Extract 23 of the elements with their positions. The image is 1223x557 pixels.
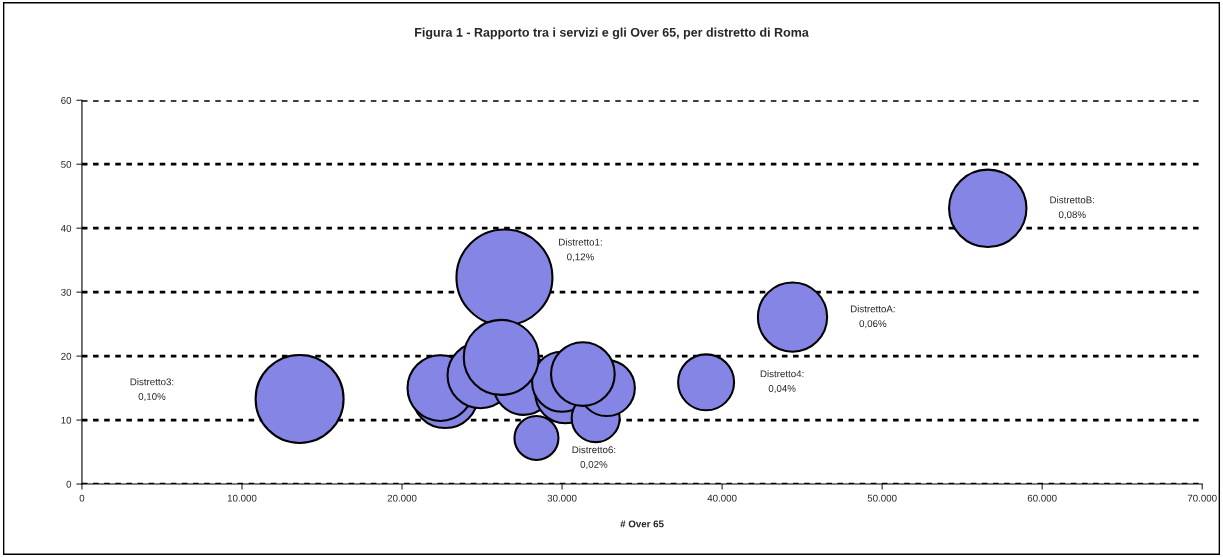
x-tick-label: 50.000 (867, 494, 897, 502)
x-tick-label: 70.000 (1187, 494, 1217, 502)
x-tick-label: 10.000 (227, 494, 257, 502)
annotation: Distretto4: 0,04% (760, 370, 804, 394)
x-tick-label: 0 (79, 494, 85, 502)
annotation: Distretto6: 0,02% (572, 446, 616, 470)
x-tick-label: 40.000 (707, 494, 737, 502)
x-tick-label: 20.000 (387, 494, 417, 502)
annotation: DistrettoB: 0,08% (1050, 196, 1095, 220)
y-tick-label: 30 (61, 288, 72, 296)
x-tick-label: 30.000 (547, 494, 577, 502)
y-tick-label: 40 (60, 224, 72, 232)
x-tick-label: 60.000 (1027, 494, 1057, 502)
annotation: DistrettoA: 0,06% (850, 305, 895, 329)
x-axis-title: # Over 65 (620, 520, 664, 528)
annotation: Distretto3: 0,10% (130, 378, 174, 402)
y-tick-label: 0 (66, 480, 72, 488)
y-tick-label: 60 (61, 96, 72, 104)
chart-title: Figura 1 - Rapporto tra i servizi e gli Over 65, per distretto di Roma (415, 27, 809, 40)
y-tick-label: 50 (61, 160, 72, 168)
y-tick-label: 20 (61, 352, 72, 360)
y-tick-label: 10 (61, 416, 72, 424)
annotation: Distretto1: 0,12% (559, 238, 602, 262)
